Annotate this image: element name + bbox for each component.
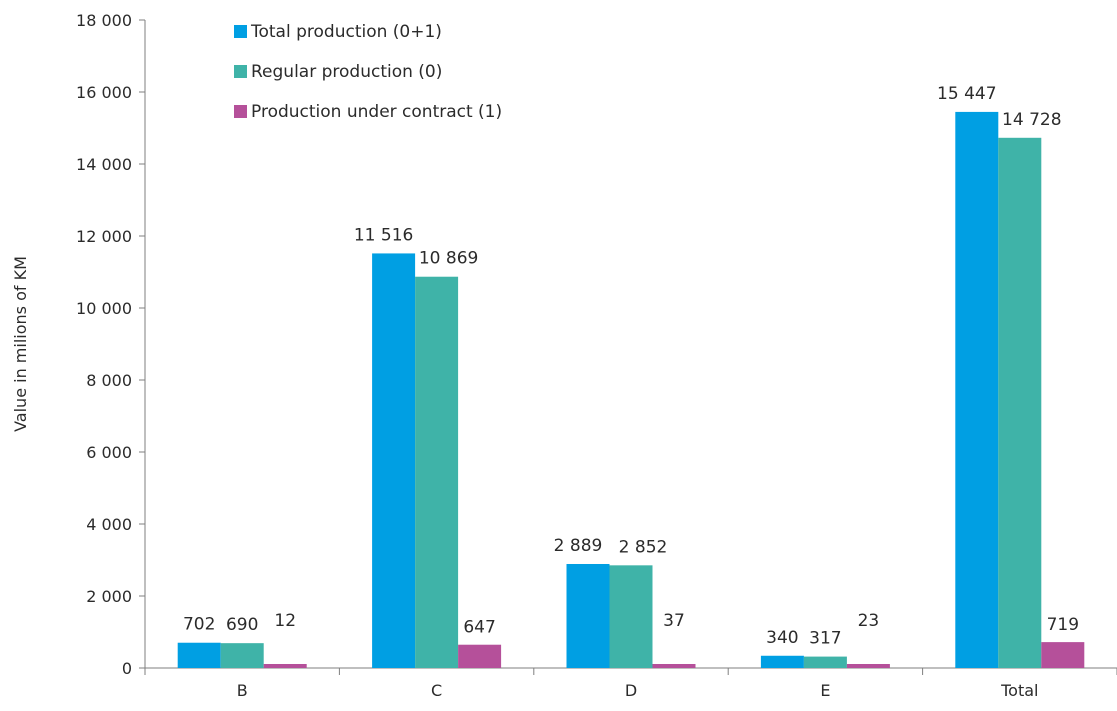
bar [955, 111, 999, 668]
y-tick-label: 16 000 [76, 83, 132, 102]
legend-label: Total production (0+1) [250, 22, 442, 42]
bar [372, 253, 416, 668]
y-tick-label: 0 [122, 659, 132, 678]
data-label: 317 [809, 629, 841, 649]
bar [1041, 642, 1085, 668]
data-label: 2 889 [554, 536, 603, 556]
bar [803, 656, 847, 668]
legend-label: Regular production (0) [251, 62, 442, 82]
y-tick-label: 10 000 [76, 299, 132, 318]
x-tick-label: Total [1000, 681, 1038, 700]
bar [652, 664, 696, 668]
data-labels: 702 690 12 11 516 10 869 647 2 889 2 852 37 340 31… [183, 84, 1079, 649]
data-label: 11 516 [354, 225, 413, 245]
y-ticks: 0 2 000 4 000 6 000 8 000 10 000 12 000 14 000 1… [76, 11, 145, 678]
y-tick-label: 18 000 [76, 11, 132, 30]
bar [609, 565, 653, 668]
y-tick-label: 14 000 [76, 155, 132, 174]
legend-swatch [234, 25, 247, 38]
data-label: 702 [183, 615, 215, 635]
legend: Total production (0+1) Regular production… [234, 22, 502, 122]
data-label: 647 [463, 618, 495, 638]
bar [566, 563, 610, 668]
x-tick-label: D [625, 681, 637, 700]
y-tick-label: 4 000 [86, 515, 132, 534]
bar [998, 137, 1042, 669]
x-ticks: B C D E Total [144, 668, 1117, 700]
bar [760, 655, 804, 668]
x-tick-label: E [820, 681, 830, 700]
data-label: 10 869 [419, 249, 478, 269]
x-tick-label: B [237, 681, 248, 700]
legend-swatch [234, 65, 247, 78]
data-label: 2 852 [619, 537, 668, 557]
y-tick-label: 6 000 [86, 443, 132, 462]
data-label: 690 [226, 615, 258, 635]
data-label: 719 [1047, 615, 1079, 635]
bar [220, 643, 264, 668]
x-tick-label: C [431, 681, 442, 700]
legend-label: Production under contract (1) [251, 102, 502, 122]
bar [177, 642, 221, 668]
legend-swatch [234, 105, 247, 118]
bar [263, 664, 307, 668]
y-tick-label: 12 000 [76, 227, 132, 246]
bars [177, 111, 1085, 669]
data-label: 23 [858, 611, 880, 631]
bar [846, 664, 890, 668]
data-label: 37 [663, 611, 685, 631]
y-axis-title: Value in milions of KM [11, 256, 30, 432]
data-label: 15 447 [937, 84, 996, 104]
bar [458, 644, 502, 668]
bar [415, 276, 459, 668]
y-tick-label: 2 000 [86, 587, 132, 606]
data-label: 340 [766, 628, 798, 648]
y-tick-label: 8 000 [86, 371, 132, 390]
data-label: 12 [274, 611, 296, 631]
data-label: 14 728 [1002, 110, 1061, 130]
